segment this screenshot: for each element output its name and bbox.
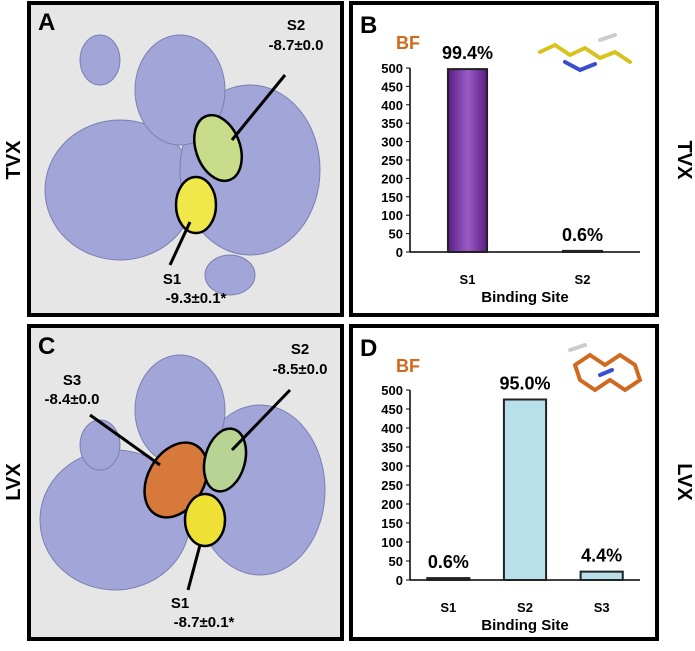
x-tick-label: S2 — [517, 600, 533, 615]
y-tick-label: 150 — [381, 516, 403, 531]
site-name: S2 — [287, 17, 305, 34]
site-name: S1 — [163, 271, 181, 288]
molecule — [538, 33, 632, 73]
site-energy: -8.7±0.0 — [269, 37, 324, 54]
y-tick-label: 0 — [396, 573, 403, 588]
y-tick-label: 100 — [381, 535, 403, 550]
y-tick-label: 500 — [381, 61, 403, 76]
bar — [561, 249, 604, 253]
panel-letter: B — [360, 12, 377, 39]
bar — [502, 398, 548, 581]
panel-letter: A — [38, 9, 55, 36]
row-label: TVX — [3, 140, 25, 180]
bar — [446, 68, 489, 253]
x-tick-label: S3 — [594, 600, 610, 615]
y-tick-label: 400 — [381, 98, 403, 113]
y-axis-label: BF — [396, 356, 420, 376]
x-tick-label: S1 — [460, 272, 476, 287]
data-label: 4.4% — [581, 546, 622, 566]
y-tick-label: 250 — [381, 478, 403, 493]
y-tick-label: 0 — [396, 245, 403, 260]
site-energy: -8.5±0.0 — [273, 361, 328, 378]
y-tick-label: 200 — [381, 497, 403, 512]
y-tick-label: 300 — [381, 135, 403, 150]
y-tick-label: 450 — [381, 402, 403, 417]
data-label: 99.4% — [442, 43, 493, 63]
panel-a: A S2 -8.7±0.0 S1 -9.3±0.1* — [27, 1, 344, 317]
y-tick-label: 150 — [381, 190, 403, 205]
bar — [426, 577, 471, 581]
x-axis-label: Binding Site — [481, 617, 569, 634]
y-tick-label: 350 — [381, 440, 403, 455]
molecule — [568, 343, 643, 393]
y-tick-label: 200 — [381, 171, 403, 186]
y-tick-label: 350 — [381, 116, 403, 131]
y-axis-label: BF — [396, 33, 420, 53]
y-tick-label: 500 — [381, 383, 403, 398]
x-tick-label: S2 — [575, 272, 591, 287]
y-tick-label: 300 — [381, 459, 403, 474]
site-energy: -9.3±0.1* — [166, 290, 227, 307]
y-tick-label: 400 — [381, 421, 403, 436]
data-label: 0.6% — [562, 225, 603, 245]
row-label: LVX — [673, 463, 695, 501]
y-tick-label: 50 — [389, 227, 403, 242]
panel-letter: D — [360, 335, 377, 362]
site-energy: -8.4±0.0 — [45, 391, 100, 408]
site-name: S2 — [291, 341, 309, 358]
y-tick-label: 50 — [389, 554, 403, 569]
site-name: S1 — [171, 595, 189, 612]
site-energy: -8.7±0.1* — [174, 614, 235, 631]
data-label: 95.0% — [499, 374, 550, 394]
site-name: S3 — [63, 372, 81, 389]
panel-letter: C — [38, 333, 55, 360]
y-tick-label: 250 — [381, 153, 403, 168]
y-tick-label: 100 — [381, 208, 403, 223]
panel-c: C S3 -8.4±0.0 S2 -8.5±0.0 S1 -8.7±0.1* — [27, 324, 344, 641]
x-tick-label: S1 — [440, 600, 456, 615]
row-label: TVX — [673, 141, 695, 181]
bar — [579, 570, 624, 582]
row-label: LVX — [3, 463, 25, 501]
y-tick-label: 450 — [381, 79, 403, 94]
data-label: 0.6% — [428, 552, 469, 572]
x-axis-label: Binding Site — [481, 289, 569, 306]
